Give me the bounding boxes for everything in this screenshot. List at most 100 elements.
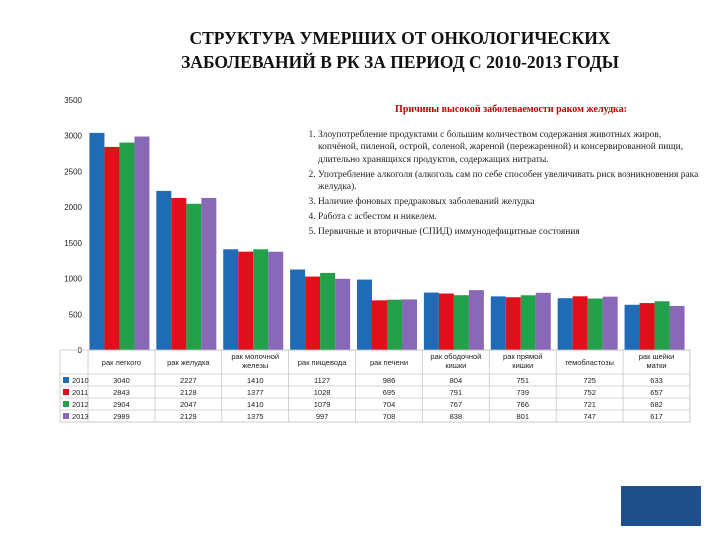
category-label: кишки — [512, 361, 533, 370]
category-label: рак ободочной — [430, 352, 481, 361]
category-label: железы — [242, 361, 268, 370]
data-label: 617 — [650, 412, 663, 421]
decorative-corner-box — [621, 486, 701, 526]
data-label: 657 — [650, 388, 663, 397]
data-label: 2904 — [113, 400, 130, 409]
category-label: рак желудка — [167, 358, 210, 367]
data-label: 1079 — [314, 400, 331, 409]
category-label: рак пищевода — [298, 358, 347, 367]
legend-label: 2011 — [72, 388, 88, 397]
data-label: 3040 — [113, 376, 130, 385]
data-label: 804 — [450, 376, 463, 385]
bar-2010 — [490, 296, 506, 350]
bar-2012 — [320, 272, 336, 350]
bar-2010 — [357, 279, 372, 350]
data-label: 766 — [517, 400, 530, 409]
cause-item: Злоупотребление продуктами с большим кол… — [318, 129, 702, 167]
bar-2011 — [372, 300, 387, 350]
bar-2010 — [624, 304, 640, 350]
chart-title: СТРУКТУРА УМЕРШИХ ОТ ОНКОЛОГИЧЕСКИХ ЗАБО… — [80, 26, 720, 74]
data-label: 708 — [383, 412, 396, 421]
bar-2010 — [423, 292, 439, 350]
y-tick-label: 2000 — [64, 203, 82, 212]
cause-item: Употребление алкоголя (алкоголь сам по с… — [318, 169, 702, 194]
data-label: 751 — [517, 376, 530, 385]
category-label: рак молочной — [231, 352, 279, 361]
data-label: 1410 — [247, 400, 264, 409]
data-label: 739 — [517, 388, 530, 397]
category-label: рак печени — [370, 358, 408, 367]
bar-2012 — [119, 142, 135, 350]
category-label: матки — [647, 361, 667, 370]
data-label: 752 — [583, 388, 596, 397]
y-tick-label: 3500 — [64, 96, 82, 105]
legend-swatch-2011 — [63, 389, 69, 395]
bar-2010 — [89, 132, 105, 350]
bar-2010 — [156, 190, 172, 350]
bar-2011 — [572, 296, 588, 350]
y-tick-label: 2500 — [64, 167, 82, 176]
bar-2011 — [505, 297, 521, 350]
legend-swatch-2010 — [63, 377, 69, 383]
data-label: 791 — [450, 388, 463, 397]
data-label: 2227 — [180, 376, 197, 385]
data-label: 801 — [517, 412, 530, 421]
bar-2012 — [520, 295, 536, 350]
bar-2011 — [305, 276, 321, 350]
category-label: рак шейки — [639, 352, 675, 361]
legend-label: 2010 — [72, 376, 89, 385]
bar-2012 — [186, 203, 202, 350]
data-label: 2128 — [180, 388, 197, 397]
bar-2012 — [387, 299, 402, 350]
data-label: 2843 — [113, 388, 130, 397]
title-line-2: ЗАБОЛЕВАНИЙ В РК ЗА ПЕРИОД С 2010-2013 Г… — [181, 52, 619, 72]
causes-list: Злоупотребление продуктами с большим кол… — [300, 129, 702, 239]
bar-2013 — [602, 296, 618, 350]
y-tick-label: 0 — [78, 346, 83, 355]
legend-label: 2013 — [72, 412, 89, 421]
bar-2012 — [587, 298, 603, 350]
bar-2010 — [290, 269, 306, 350]
data-label: 986 — [383, 376, 396, 385]
category-label: рак легкого — [102, 358, 141, 367]
bar-2011 — [104, 146, 120, 350]
data-label: 747 — [583, 412, 596, 421]
data-label: 725 — [583, 376, 596, 385]
data-label: 1127 — [314, 376, 330, 385]
bar-2013 — [402, 299, 417, 350]
data-label: 2047 — [180, 400, 197, 409]
bar-2011 — [639, 303, 655, 350]
data-label: 704 — [383, 400, 396, 409]
bar-2011 — [438, 293, 454, 350]
cause-item: Первичные и вторичные (СПИД) иммунодефиц… — [318, 226, 702, 239]
data-label: 682 — [650, 400, 663, 409]
data-label: 1377 — [247, 388, 264, 397]
bar-2012 — [253, 249, 269, 350]
data-label: 1375 — [247, 412, 264, 421]
y-tick-label: 3000 — [64, 132, 82, 141]
data-label: 1410 — [247, 376, 264, 385]
causes-title: Причины высокой заболеваемости раком жел… — [395, 104, 627, 115]
bar-2011 — [238, 251, 254, 350]
bar-2010 — [557, 298, 573, 350]
bar-2013 — [468, 290, 484, 350]
data-label: 2129 — [180, 412, 197, 421]
legend-swatch-2012 — [63, 401, 69, 407]
bar-2013 — [268, 251, 284, 350]
bar-2012 — [654, 301, 670, 350]
data-label: 2989 — [113, 412, 130, 421]
bar-2013 — [335, 278, 351, 350]
data-label: 633 — [650, 376, 663, 385]
cause-item: Наличие фоновых предраковых заболеваний … — [318, 196, 702, 209]
bar-2012 — [453, 295, 469, 350]
data-label: 997 — [316, 412, 329, 421]
cause-item: Работа с асбестом и никелем. — [318, 211, 702, 224]
data-label: 695 — [383, 388, 396, 397]
y-tick-label: 1500 — [64, 239, 82, 248]
y-tick-label: 500 — [69, 310, 83, 319]
bar-2011 — [171, 198, 187, 350]
data-label: 721 — [583, 400, 596, 409]
title-line-1: СТРУКТУРА УМЕРШИХ ОТ ОНКОЛОГИЧЕСКИХ — [189, 28, 611, 48]
bar-2013 — [201, 197, 217, 350]
